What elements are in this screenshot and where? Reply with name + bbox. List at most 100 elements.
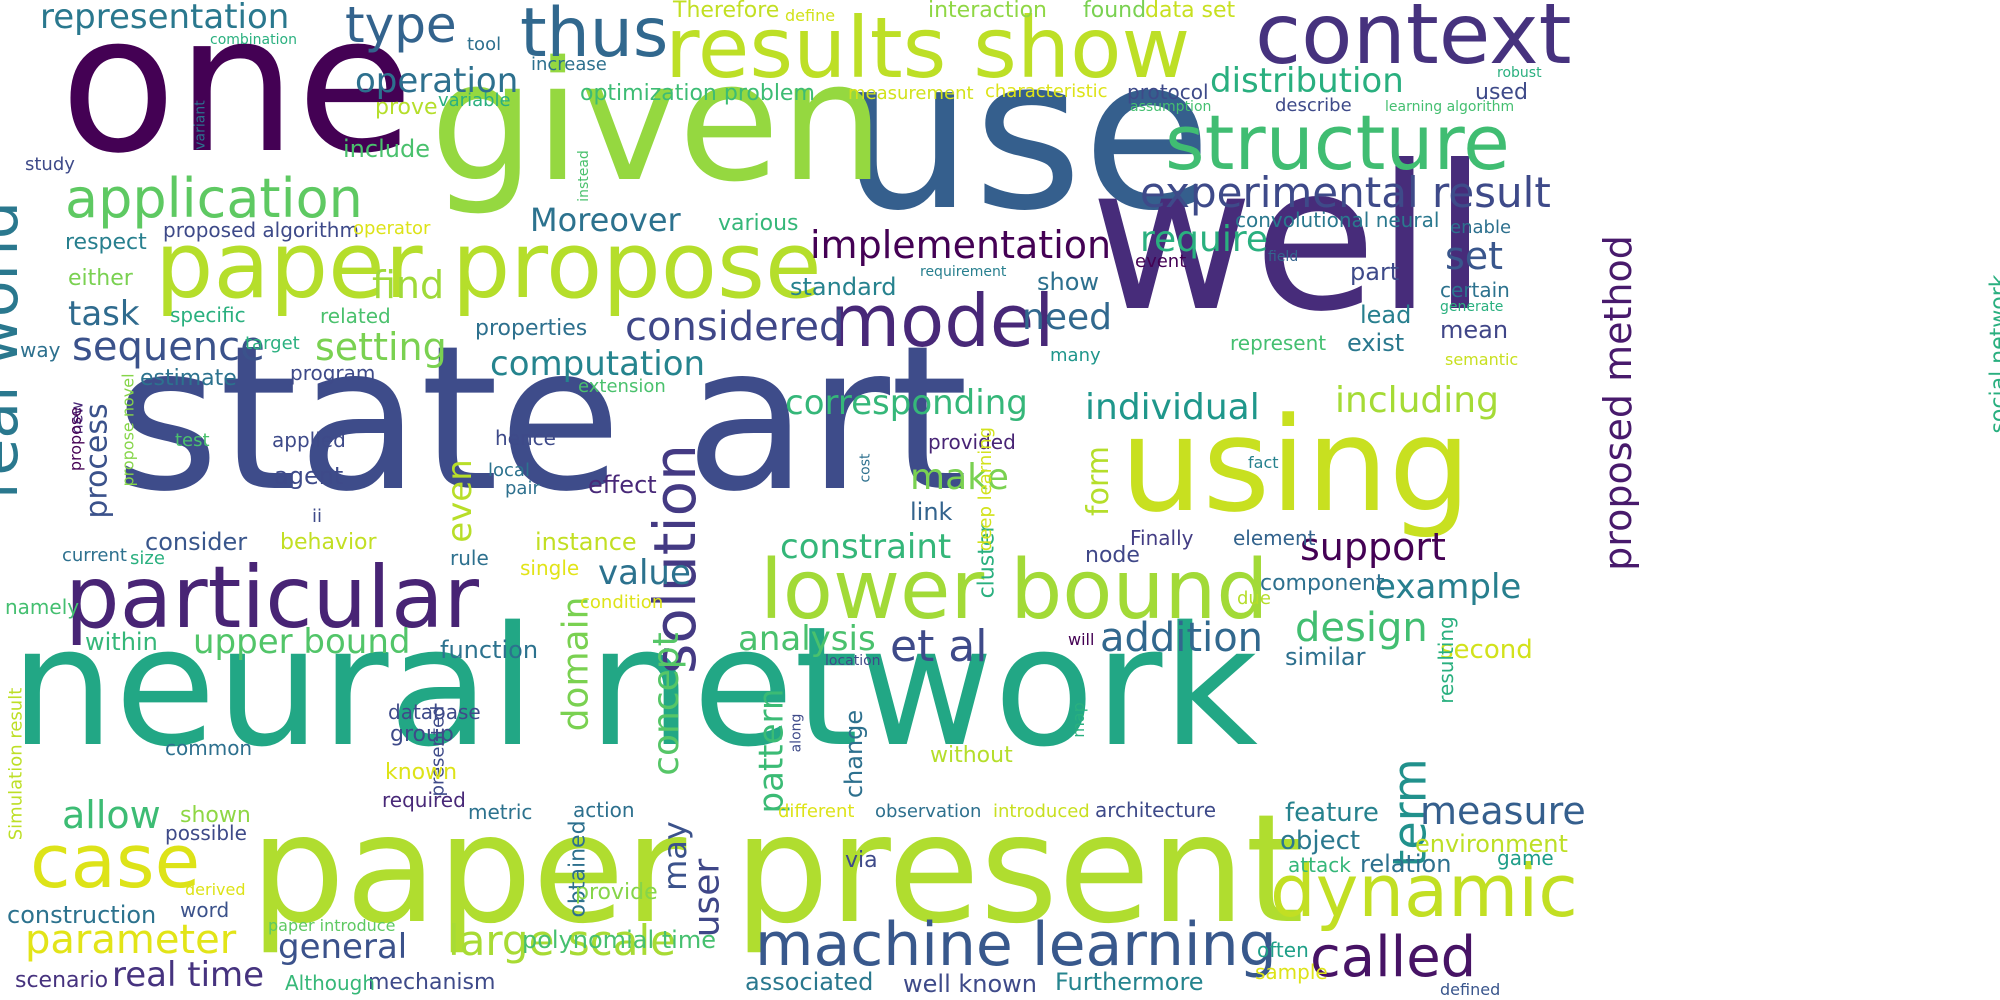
word-metric: metric bbox=[468, 800, 533, 824]
word-will: will bbox=[1068, 630, 1095, 649]
word-database: database bbox=[388, 700, 481, 724]
word-social-network: social network bbox=[1986, 274, 2000, 434]
word-environment: environment bbox=[1415, 830, 1568, 858]
word-either: either bbox=[68, 266, 133, 291]
word-concept: concept bbox=[645, 632, 687, 776]
word-example: example bbox=[1375, 567, 1522, 607]
word-event: event bbox=[1135, 251, 1187, 272]
word-protocol: protocol bbox=[1127, 80, 1209, 104]
word-requirement: requirement bbox=[920, 264, 1007, 280]
word-game: game bbox=[1497, 846, 1554, 870]
word-group: group bbox=[390, 722, 454, 747]
word-make: make bbox=[910, 457, 1009, 498]
word-current: current bbox=[62, 545, 127, 566]
word-via: via bbox=[845, 848, 878, 873]
word-addition: addition bbox=[1100, 615, 1264, 661]
word-representation: representation bbox=[40, 0, 290, 37]
word-associated: associated bbox=[745, 968, 874, 996]
word-paper-introduce: paper introduce bbox=[268, 916, 396, 935]
word-field: field bbox=[1268, 249, 1299, 265]
word-similar: similar bbox=[1285, 643, 1366, 671]
word-form: form bbox=[1080, 446, 1116, 516]
word-lower-bound: lower bound bbox=[760, 543, 1269, 638]
word-require: require bbox=[1140, 219, 1268, 260]
word-applied: applied bbox=[272, 428, 346, 452]
word-defined: defined bbox=[1440, 980, 1501, 999]
word-operation: operation bbox=[355, 61, 519, 101]
word-program: program bbox=[290, 361, 376, 385]
word-interaction: interaction bbox=[928, 0, 1047, 23]
word-sequence: sequence bbox=[72, 324, 265, 370]
word-target: target bbox=[245, 333, 300, 354]
word-application: application bbox=[65, 167, 363, 230]
word-extension: extension bbox=[578, 376, 666, 397]
word-finally: Finally bbox=[1130, 526, 1194, 550]
word-upper-bound: upper bound bbox=[193, 622, 411, 662]
word-often: often bbox=[1257, 938, 1309, 962]
word-test: test bbox=[175, 430, 210, 451]
word-set: set bbox=[1445, 234, 1504, 278]
word-proposed-method: proposed method bbox=[1595, 235, 1640, 571]
word-case: case bbox=[30, 819, 201, 905]
word-derived: derived bbox=[185, 880, 246, 899]
word-construction: construction bbox=[7, 901, 157, 929]
word-feature: feature bbox=[1285, 798, 1379, 828]
word-well: well bbox=[1090, 123, 1488, 356]
word-dynamic: dynamic bbox=[1270, 849, 1578, 933]
word-value: value bbox=[598, 553, 691, 593]
word-furthermore: Furthermore bbox=[1055, 968, 1204, 996]
word-estimate: estimate bbox=[140, 366, 237, 391]
word-combination: combination bbox=[210, 32, 297, 48]
word-deep-learning: deep learning bbox=[975, 426, 997, 552]
word-optimization-problem: optimization problem bbox=[580, 81, 815, 106]
word-increase: increase bbox=[531, 54, 607, 75]
word-specific: specific bbox=[170, 303, 246, 327]
word-scenario: scenario bbox=[15, 968, 109, 993]
word-fact: fact bbox=[1248, 453, 1279, 472]
word-resulting: resulting bbox=[1433, 616, 1458, 704]
word-action: action bbox=[573, 798, 635, 822]
word-model: model bbox=[830, 279, 1055, 363]
word-component: component bbox=[1260, 571, 1385, 596]
word-type: type bbox=[345, 0, 457, 54]
word-link: link bbox=[910, 498, 953, 526]
word-therefore: Therefore bbox=[673, 0, 780, 23]
word-node: node bbox=[1085, 543, 1140, 568]
word-respect: respect bbox=[65, 230, 147, 255]
word-process: process bbox=[79, 403, 115, 519]
word-operator: operator bbox=[353, 218, 431, 239]
word-consider: consider bbox=[145, 528, 248, 556]
word-learning-algorithm: learning algorithm bbox=[1385, 99, 1515, 115]
word-propose: propose bbox=[66, 406, 86, 472]
word-attack: attack bbox=[1288, 853, 1351, 877]
word-cost: cost bbox=[857, 453, 874, 483]
word-task: task bbox=[68, 294, 140, 334]
word-paper-propose: paper propose bbox=[155, 212, 822, 319]
word-ii: ii bbox=[312, 506, 323, 527]
word-define: define bbox=[785, 6, 836, 25]
word-state-art: state art bbox=[115, 303, 969, 536]
word-lead: lead bbox=[1360, 301, 1412, 329]
word-measure: measure bbox=[1420, 789, 1586, 833]
word-mechanism: mechanism bbox=[368, 970, 496, 995]
word-observation: observation bbox=[875, 801, 982, 822]
word-part: part bbox=[1350, 258, 1400, 286]
word-element: element bbox=[1233, 526, 1316, 550]
word-possible: possible bbox=[165, 821, 247, 845]
word-common: common bbox=[165, 736, 253, 760]
word-particular: particular bbox=[65, 548, 480, 648]
word-include: include bbox=[343, 135, 430, 163]
word-implementation: implementation bbox=[810, 223, 1112, 267]
word-mean: mean bbox=[1440, 316, 1509, 344]
word-size: size bbox=[130, 548, 165, 569]
word-convolutional-neural: convolutional neural bbox=[1235, 208, 1440, 232]
word-machine-learning: machine learning bbox=[755, 910, 1277, 980]
word-certain: certain bbox=[1440, 278, 1510, 302]
word-proposed-algorithm: proposed algorithm bbox=[163, 218, 359, 242]
word-namely: namely bbox=[5, 595, 80, 619]
word-distribution: distribution bbox=[1210, 61, 1404, 101]
word-enable: enable bbox=[1450, 217, 1512, 238]
word-propose-novel: propose novel bbox=[118, 373, 138, 487]
word-required: required bbox=[382, 788, 466, 812]
